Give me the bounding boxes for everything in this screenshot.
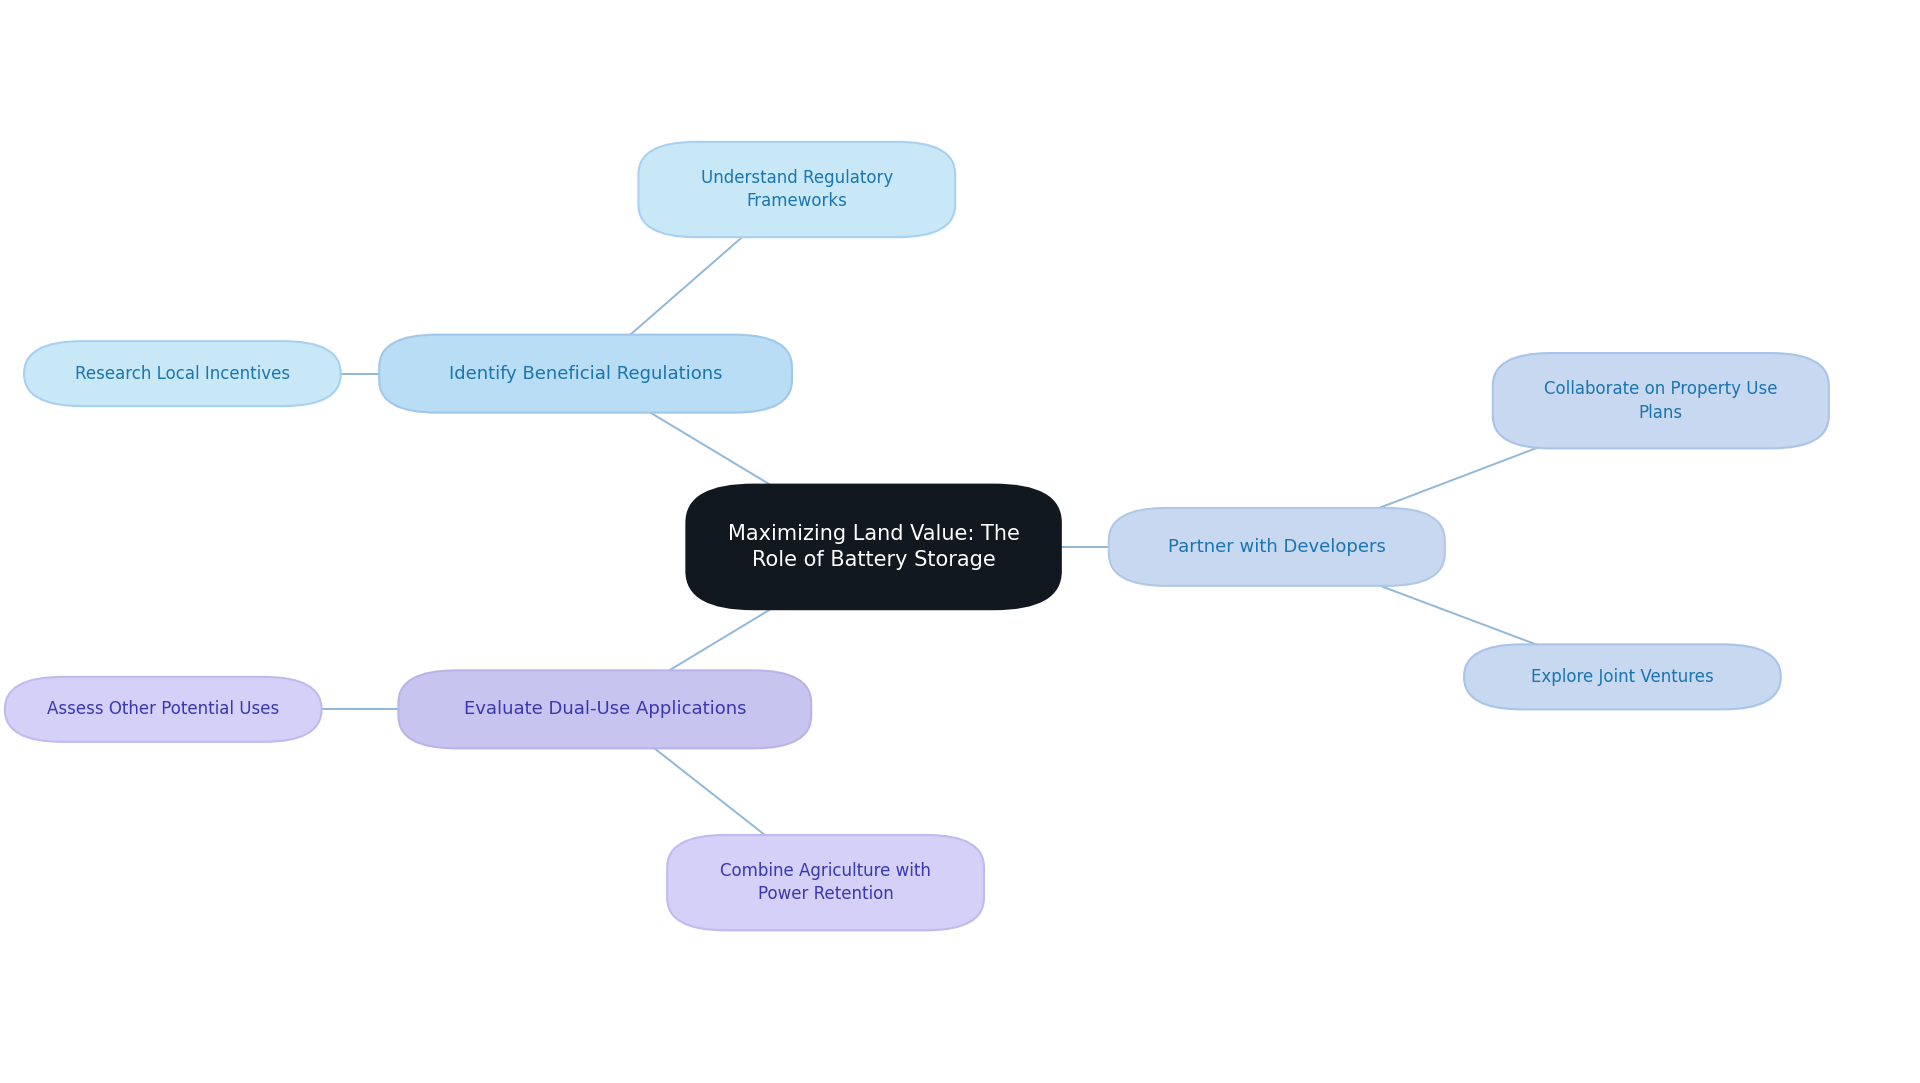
Text: Evaluate Dual-Use Applications: Evaluate Dual-Use Applications — [463, 701, 747, 718]
FancyBboxPatch shape — [380, 335, 791, 413]
FancyBboxPatch shape — [399, 670, 810, 748]
FancyBboxPatch shape — [668, 835, 983, 930]
Text: Identify Beneficial Regulations: Identify Beneficial Regulations — [449, 365, 722, 382]
Text: Collaborate on Property Use
Plans: Collaborate on Property Use Plans — [1544, 380, 1778, 421]
FancyBboxPatch shape — [687, 485, 1060, 609]
FancyBboxPatch shape — [23, 341, 340, 406]
FancyBboxPatch shape — [1494, 353, 1828, 448]
Text: Maximizing Land Value: The
Role of Battery Storage: Maximizing Land Value: The Role of Batte… — [728, 524, 1020, 570]
Text: Understand Regulatory
Frameworks: Understand Regulatory Frameworks — [701, 169, 893, 210]
FancyBboxPatch shape — [1463, 644, 1782, 709]
FancyBboxPatch shape — [637, 142, 954, 237]
Text: Partner with Developers: Partner with Developers — [1167, 538, 1386, 556]
Text: Combine Agriculture with
Power Retention: Combine Agriculture with Power Retention — [720, 862, 931, 903]
Text: Assess Other Potential Uses: Assess Other Potential Uses — [48, 701, 278, 718]
Text: Research Local Incentives: Research Local Incentives — [75, 365, 290, 382]
FancyBboxPatch shape — [6, 677, 323, 742]
FancyBboxPatch shape — [1110, 508, 1444, 586]
Text: Explore Joint Ventures: Explore Joint Ventures — [1530, 668, 1715, 686]
